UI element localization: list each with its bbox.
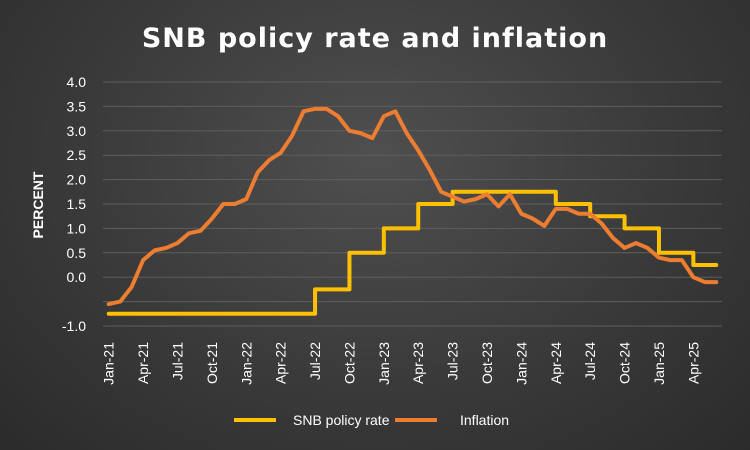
y-tick-label: 2.0 xyxy=(67,172,87,188)
x-tick-label: Apr-24 xyxy=(548,342,564,384)
y-axis-label: PERCENT xyxy=(30,171,46,238)
x-tick-label: Jan-21 xyxy=(101,342,117,385)
legend: SNB policy rate Inflation xyxy=(234,412,509,428)
x-tick-label: Jan-24 xyxy=(513,342,529,385)
y-tick-label: 1.5 xyxy=(67,196,87,212)
y-tick-label: 3.0 xyxy=(67,123,87,139)
gridlines xyxy=(103,81,722,327)
y-tick-label: 0.0 xyxy=(67,269,87,285)
x-tick-label: Oct-23 xyxy=(479,342,495,384)
y-tick-label: 2.5 xyxy=(67,147,87,163)
y-tick-label: 3.5 xyxy=(67,98,87,114)
x-tick-label: Jul-21 xyxy=(170,342,186,380)
x-axis-ticks: Jan-21 Apr-21 Jul-21 Oct-21 Jan-22 Apr-22 Jul-… xyxy=(101,342,702,385)
series-line-policy-rate xyxy=(106,189,719,316)
series-line-inflation xyxy=(106,106,719,307)
y-tick-label: 0.5 xyxy=(67,245,87,261)
x-tick-label: Apr-22 xyxy=(273,342,289,384)
x-tick-label: Jan-22 xyxy=(238,342,254,385)
y-tick-label: 1.0 xyxy=(67,220,87,236)
x-tick-label: Jul-24 xyxy=(582,342,598,380)
x-tick-label: Oct-22 xyxy=(341,342,357,384)
x-tick-label: Apr-25 xyxy=(685,342,701,384)
y-axis-ticks: -1.0 0.0 0.5 1.0 1.5 2.0 2.5 3.0 3.5 4.0 xyxy=(62,74,86,334)
x-tick-label: Jul-22 xyxy=(307,342,323,380)
series-lines xyxy=(106,106,719,316)
x-tick-label: Apr-23 xyxy=(410,342,426,384)
y-tick-label: -1.0 xyxy=(62,318,86,334)
x-tick-label: Oct-21 xyxy=(204,342,220,384)
x-tick-label: Oct-24 xyxy=(617,342,633,384)
y-tick-label: 4.0 xyxy=(67,74,87,90)
x-tick-label: Jan-25 xyxy=(651,342,667,385)
x-tick-label: Jul-23 xyxy=(445,342,461,380)
x-tick-label: Apr-21 xyxy=(135,342,151,384)
chart-title: SNB policy rate and inflation xyxy=(142,23,608,54)
legend-label: SNB policy rate xyxy=(293,412,390,428)
legend-label: Inflation xyxy=(460,412,509,428)
x-tick-label: Jan-23 xyxy=(376,342,392,385)
